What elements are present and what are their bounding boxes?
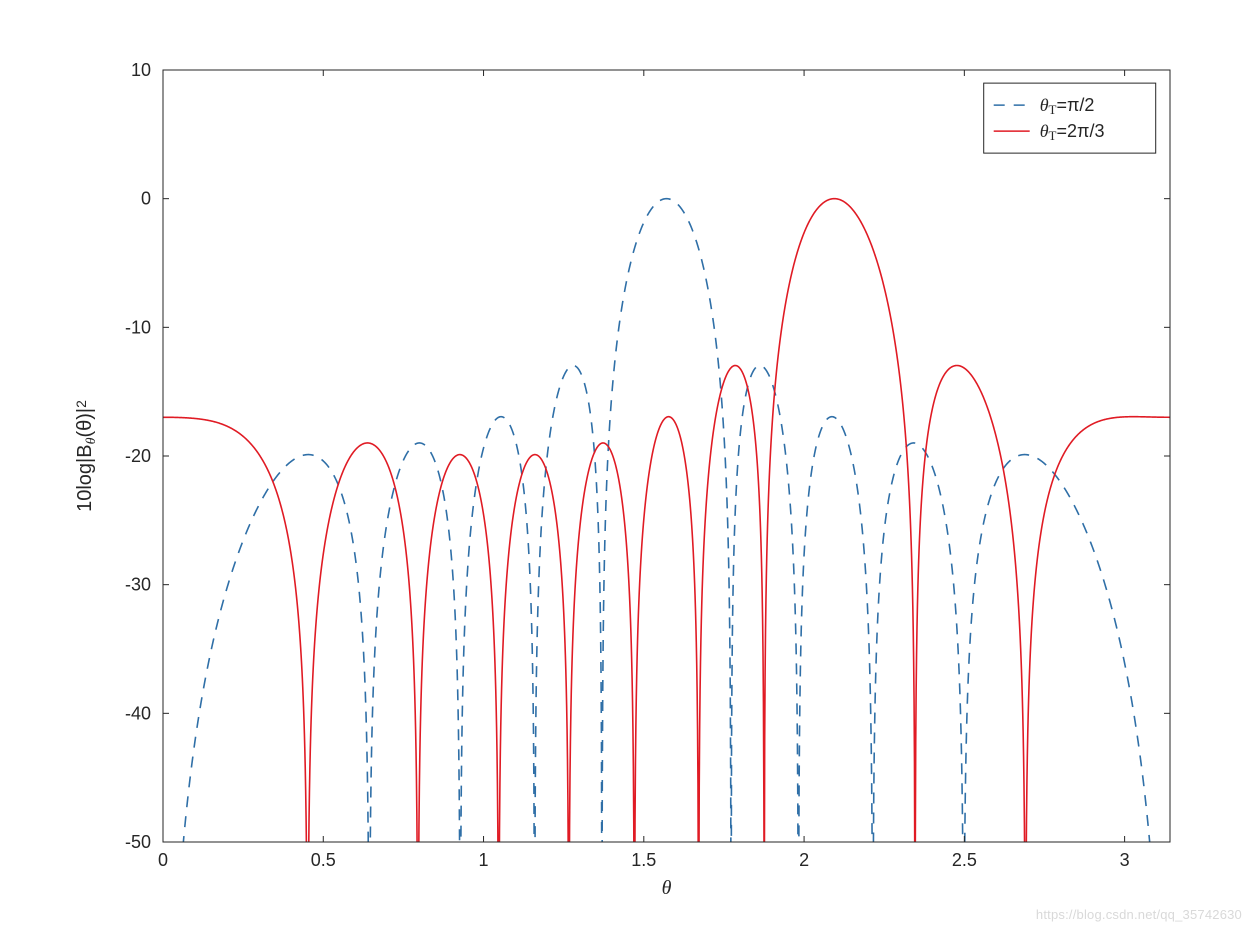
xtick-label: 3	[1120, 850, 1130, 870]
chart-svg: 0 0.5 1 1.5 2 2.5 3 -50 -40 -30 -20 -10 0 10 θ 10log|Bθ…	[0, 0, 1250, 928]
ytick-label: 0	[141, 189, 151, 209]
beam-pattern-chart: 0 0.5 1 1.5 2 2.5 3 -50 -40 -30 -20 -10 0 10 θ 10log|Bθ…	[0, 0, 1250, 928]
ytick-label: 10	[131, 60, 151, 80]
ytick-label: -20	[125, 446, 151, 466]
legend: θT=π/2θT=2π/3	[984, 83, 1156, 153]
xtick-label: 1.5	[631, 850, 656, 870]
watermark-text: https://blog.csdn.net/qq_35742630	[1036, 907, 1242, 922]
y-axis-label: 10log|Bθ(θ)|2	[73, 400, 98, 512]
xtick-label: 2	[799, 850, 809, 870]
xtick-label: 0	[158, 850, 168, 870]
x-axis-label: θ	[662, 877, 672, 899]
xtick-label: 0.5	[311, 850, 336, 870]
ytick-label: -30	[125, 575, 151, 595]
ytick-label: -10	[125, 317, 151, 337]
ytick-label: -50	[125, 832, 151, 852]
legend-label: θT=π/2	[1040, 95, 1095, 117]
xtick-label: 2.5	[952, 850, 977, 870]
xtick-label: 1	[479, 850, 489, 870]
ytick-label: -40	[125, 703, 151, 723]
